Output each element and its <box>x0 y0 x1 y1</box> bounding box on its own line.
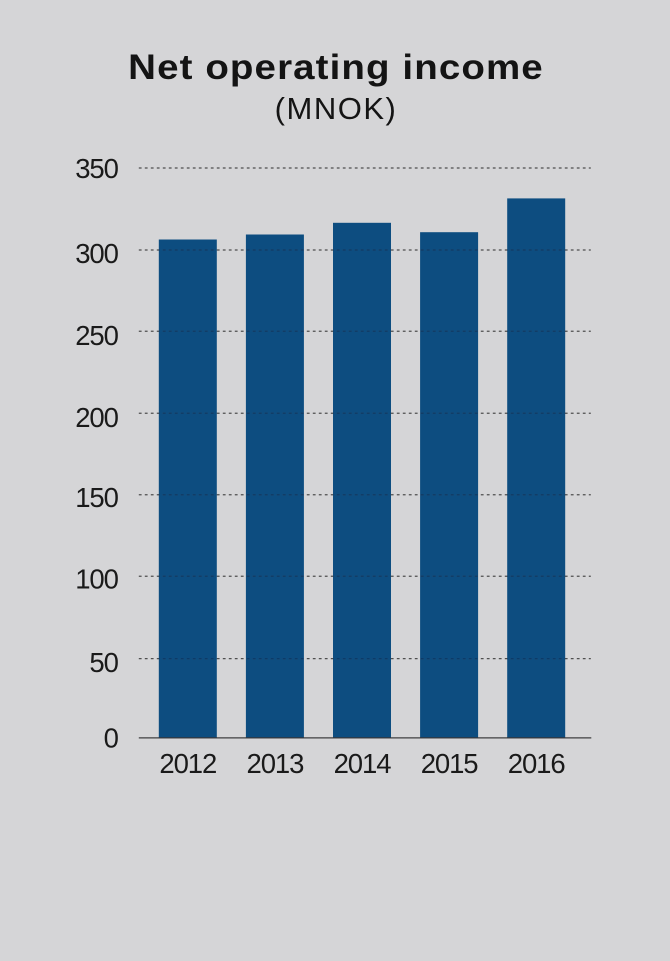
svg-text:2016: 2016 <box>508 748 566 779</box>
svg-text:150: 150 <box>75 482 118 513</box>
svg-text:2013: 2013 <box>247 748 305 779</box>
svg-text:2014: 2014 <box>334 748 392 779</box>
svg-text:2015: 2015 <box>421 748 479 779</box>
svg-text:350: 350 <box>75 153 118 184</box>
svg-text:2012: 2012 <box>159 748 216 779</box>
svg-text:0: 0 <box>104 723 119 754</box>
svg-text:250: 250 <box>75 320 118 351</box>
svg-text:300: 300 <box>75 238 118 269</box>
svg-text:100: 100 <box>75 563 118 594</box>
svg-text:50: 50 <box>89 647 118 678</box>
svg-text:200: 200 <box>75 402 118 433</box>
